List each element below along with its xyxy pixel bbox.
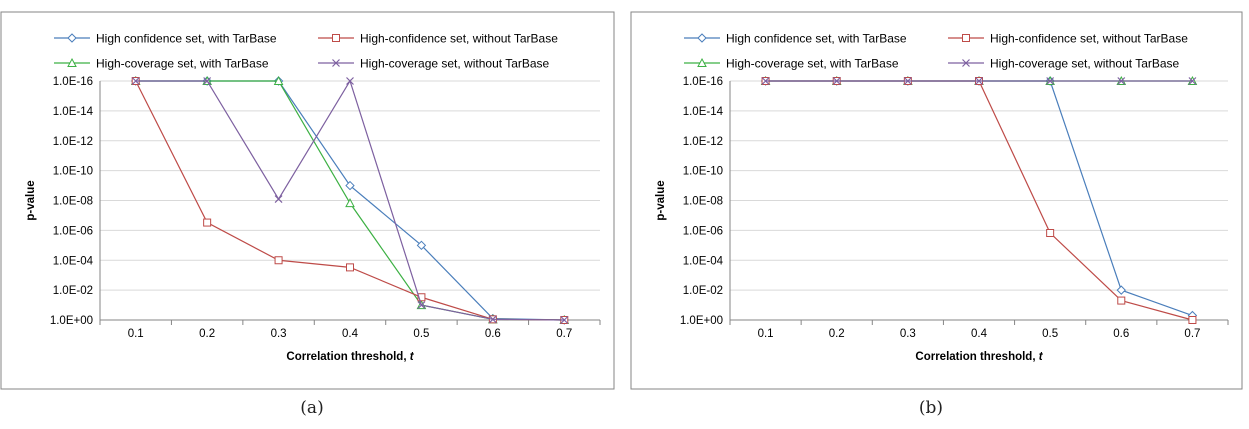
y-tick-label: 1.0E-12 — [53, 136, 93, 148]
y-tick-label: 1.0E+00 — [50, 315, 93, 327]
legend-marker — [963, 35, 970, 42]
caption-a: (a) — [272, 398, 352, 418]
legend-marker — [333, 35, 340, 42]
y-tick-label: 1.0E-04 — [683, 255, 724, 267]
y-tick-label: 1.0E-06 — [683, 225, 723, 237]
caption-b: (b) — [891, 398, 971, 418]
y-tick-label: 1.0E+00 — [680, 315, 723, 327]
x-tick-label: 0.2 — [199, 328, 215, 340]
legend-label: High-confidence set, without TarBase — [990, 32, 1188, 46]
x-tick-label: 0.4 — [971, 328, 988, 340]
x-tick-label: 0.6 — [485, 328, 501, 340]
y-tick-label: 1.0E-14 — [53, 106, 94, 118]
data-point — [204, 219, 211, 226]
y-axis-title: p-value — [655, 180, 667, 220]
x-tick-label: 0.5 — [413, 328, 429, 340]
legend-label: High-coverage set, without TarBase — [990, 57, 1180, 71]
y-tick-label: 1.0E-10 — [53, 166, 93, 178]
data-point — [1118, 297, 1125, 304]
y-tick-label: 1.0E-08 — [683, 196, 723, 208]
y-tick-label: 1.0E-14 — [683, 106, 724, 118]
y-tick-label: 1.0E-10 — [683, 166, 723, 178]
x-tick-label: 0.2 — [829, 328, 845, 340]
x-tick-label: 0.6 — [1113, 328, 1129, 340]
chart-panel-a: 1.0E+00 1.0E-02 1.0E-04 1.0E-06 1.0E-08 1.0E-… — [0, 0, 616, 395]
x-tick-label: 0.3 — [900, 328, 916, 340]
x-axis-title: Correlation threshold, t — [915, 351, 1043, 363]
legend-label: High-coverage set, with TarBase — [726, 57, 899, 71]
y-tick-label: 1.0E-16 — [683, 76, 723, 88]
legend-label: High confidence set, with TarBase — [96, 32, 277, 46]
x-tick-label: 0.1 — [128, 328, 144, 340]
x-axis-title-text: Correlation threshold, — [286, 351, 409, 363]
y-tick-label: 1.0E-04 — [53, 255, 94, 267]
legend-label: High-coverage set, with TarBase — [96, 57, 269, 71]
x-tick-label: 0.7 — [1184, 328, 1200, 340]
x-tick-label: 0.5 — [1042, 328, 1058, 340]
legend-label: High-confidence set, without TarBase — [360, 32, 558, 46]
legend-label: High-coverage set, without TarBase — [360, 57, 550, 71]
x-axis-title-text: Correlation threshold, — [915, 351, 1038, 363]
y-tick-label: 1.0E-06 — [53, 225, 93, 237]
x-axis-title: Correlation threshold, t — [286, 351, 414, 363]
data-point — [1189, 317, 1196, 324]
data-point — [1047, 230, 1054, 237]
y-tick-label: 1.0E-12 — [683, 136, 723, 148]
x-tick-label: 0.1 — [758, 328, 774, 340]
y-tick-label: 1.0E-02 — [683, 285, 723, 297]
x-tick-label: 0.7 — [556, 328, 572, 340]
y-tick-label: 1.0E-16 — [53, 76, 93, 88]
x-tick-label: 0.3 — [271, 328, 287, 340]
legend-label: High confidence set, with TarBase — [726, 32, 907, 46]
chart-a: 1.0E+00 1.0E-02 1.0E-04 1.0E-06 1.0E-08 1.0E-… — [0, 0, 616, 390]
y-axis-title: p-value — [25, 180, 37, 220]
y-tick-label: 1.0E-02 — [53, 285, 93, 297]
x-tick-label: 0.4 — [342, 328, 359, 340]
data-point — [275, 257, 282, 264]
chart-b: 1.0E+00 1.0E-02 1.0E-04 1.0E-06 1.0E-08 1.0E-… — [630, 0, 1244, 390]
data-point — [347, 264, 354, 271]
y-tick-label: 1.0E-08 — [53, 196, 93, 208]
chart-panel-b: 1.0E+00 1.0E-02 1.0E-04 1.0E-06 1.0E-08 1.0E-… — [630, 0, 1244, 395]
